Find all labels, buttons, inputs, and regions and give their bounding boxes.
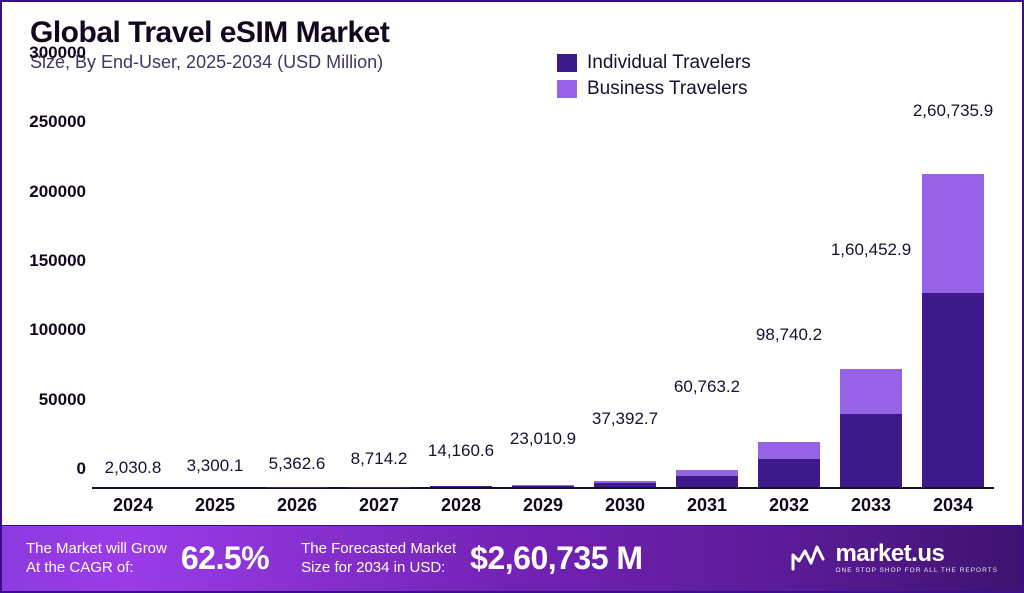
bar-group: 60,763.2	[666, 73, 748, 487]
legend-label: Individual Travelers	[587, 52, 751, 74]
bar-total-label: 14,160.6	[428, 441, 494, 461]
bar-group: 2,60,735.9	[912, 73, 994, 487]
bar-total-label: 60,763.2	[674, 377, 740, 397]
bar	[594, 435, 656, 487]
bar-segment-individual	[512, 486, 574, 488]
bar	[102, 484, 164, 487]
bar	[512, 455, 574, 487]
x-tick: 2031	[666, 489, 748, 525]
bar-segment-individual	[840, 414, 902, 487]
x-tick: 2024	[92, 489, 174, 525]
chart-title: Global Travel eSIM Market	[30, 16, 994, 50]
bar-group: 37,392.7	[584, 73, 666, 487]
header: Global Travel eSIM Market Size, By End-U…	[2, 2, 1022, 73]
bar-total-label: 3,300.1	[187, 456, 244, 476]
footer-banner: The Market will GrowAt the CAGR of: 62.5…	[2, 525, 1022, 591]
bar-total-label: 2,030.8	[105, 458, 162, 478]
bar-total-label: 8,714.2	[351, 449, 408, 469]
bar-segment-business	[922, 174, 984, 293]
bar-group: 98,740.2	[748, 73, 830, 487]
bar-group: 1,60,452.9	[830, 73, 912, 487]
bar-group: 5,362.6	[256, 73, 338, 487]
bar	[922, 127, 984, 487]
cagr-label: The Market will GrowAt the CAGR of:	[26, 540, 167, 578]
bar-total-label: 98,740.2	[756, 325, 822, 345]
brand-text: market.us ONE STOP SHOP FOR ALL THE REPO…	[835, 542, 998, 575]
infographic-card: Global Travel eSIM Market Size, By End-U…	[0, 0, 1024, 593]
chart-subtitle: Size, By End-User, 2025-2034 (USD Millio…	[30, 52, 994, 73]
bar-group: 2,030.8	[92, 73, 174, 487]
plot-area: 2,030.8 3,300.1 5,362.6 8,714.2 14,160.6 23,0…	[92, 73, 994, 489]
bar-total-label: 1,60,452.9	[831, 240, 911, 260]
legend-item-individual: Individual Travelers	[557, 52, 751, 74]
bar-segment-business	[758, 442, 820, 459]
y-tick: 250000	[29, 112, 86, 132]
x-axis: 2024202520262027202820292030203120322033…	[2, 489, 1022, 525]
bar-segment-individual	[594, 483, 656, 487]
bar-total-label: 2,60,735.9	[913, 101, 993, 121]
x-tick: 2034	[912, 489, 994, 525]
x-tick: 2029	[502, 489, 584, 525]
x-tick: 2032	[748, 489, 830, 525]
bar-segment-individual	[758, 459, 820, 487]
y-tick: 300000	[29, 43, 86, 63]
x-tick: 2026	[256, 489, 338, 525]
x-tick: 2030	[584, 489, 666, 525]
cagr-value: 62.5%	[181, 540, 269, 577]
y-tick: 50000	[39, 390, 86, 410]
bar	[840, 266, 902, 487]
x-tick: 2027	[338, 489, 420, 525]
y-tick: 100000	[29, 320, 86, 340]
bar-group: 14,160.6	[420, 73, 502, 487]
bar-group: 23,010.9	[502, 73, 584, 487]
bar-segment-individual	[676, 476, 738, 487]
bar	[184, 482, 246, 487]
bar-total-label: 37,392.7	[592, 409, 658, 429]
legend-swatch-individual	[557, 54, 577, 72]
forecast-label: The Forecasted MarketSize for 2034 in US…	[301, 540, 456, 578]
bars-container: 2,030.8 3,300.1 5,362.6 8,714.2 14,160.6 23,0…	[92, 73, 994, 487]
chart-area: 050000100000150000200000250000300000 2,0…	[2, 73, 1022, 489]
bar	[348, 475, 410, 487]
x-tick: 2025	[174, 489, 256, 525]
y-tick: 200000	[29, 182, 86, 202]
bar-group: 3,300.1	[174, 73, 256, 487]
bar	[676, 403, 738, 487]
x-labels: 2024202520262027202820292030203120322033…	[92, 489, 994, 525]
brand-name: market.us	[835, 542, 998, 566]
bar-segment-individual	[922, 293, 984, 487]
brand: market.us ONE STOP SHOP FOR ALL THE REPO…	[789, 541, 998, 577]
x-tick: 2033	[830, 489, 912, 525]
x-tick: 2028	[420, 489, 502, 525]
bar	[266, 480, 328, 487]
brand-logo-icon	[789, 541, 825, 577]
bar-group: 8,714.2	[338, 73, 420, 487]
forecast-value: $2,60,735 M	[470, 540, 642, 577]
y-axis: 050000100000150000200000250000300000	[12, 73, 92, 489]
bar	[430, 467, 492, 487]
brand-tagline: ONE STOP SHOP FOR ALL THE REPORTS	[835, 568, 998, 575]
bar-segment-individual	[430, 486, 492, 487]
y-tick: 150000	[29, 251, 86, 271]
y-tick: 0	[77, 459, 86, 479]
bar-total-label: 23,010.9	[510, 429, 576, 449]
bar-segment-business	[840, 369, 902, 414]
bar	[758, 351, 820, 487]
bar-total-label: 5,362.6	[269, 454, 326, 474]
